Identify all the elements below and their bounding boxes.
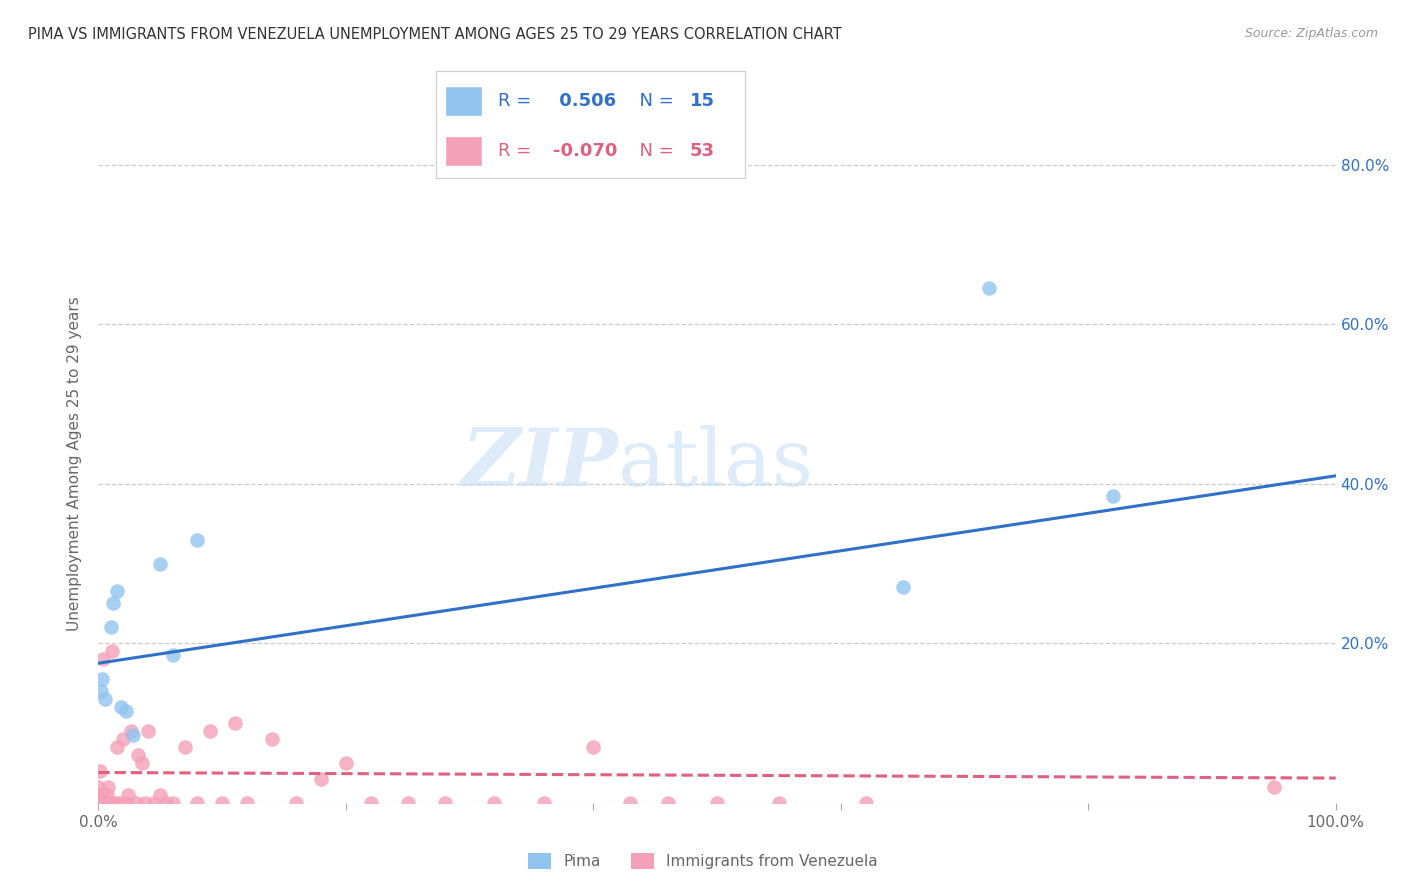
Point (484, 796, 506, 810)
Point (105, 584, 128, 599)
Legend: Pima, Immigrants from Venezuela: Pima, Immigrants from Venezuela (522, 847, 884, 875)
Bar (446, 87, 482, 116)
Point (91, 788, 114, 802)
Point (335, 756, 357, 770)
Text: N =: N = (627, 93, 679, 111)
Point (87, 780, 110, 794)
Point (117, 788, 139, 802)
Point (134, 796, 156, 810)
Point (211, 796, 233, 810)
Point (136, 724, 159, 739)
Point (706, 796, 728, 810)
Point (162, 796, 184, 810)
Point (309, 772, 332, 786)
Point (891, 581, 914, 595)
Text: 0.506: 0.506 (554, 93, 616, 111)
Text: atlas: atlas (619, 425, 813, 503)
Point (979, 281, 1001, 295)
Bar (446, 136, 482, 166)
Point (100, 620, 122, 634)
Point (768, 796, 790, 810)
Text: -0.070: -0.070 (554, 142, 617, 160)
Point (619, 796, 641, 810)
Point (96, 788, 118, 802)
Point (101, 644, 124, 658)
Point (533, 796, 555, 810)
Point (433, 796, 456, 810)
Point (360, 796, 382, 810)
Point (105, 739, 128, 754)
Point (582, 739, 605, 754)
Point (186, 533, 208, 547)
Point (87, 796, 110, 810)
Point (93, 652, 115, 666)
Point (87, 788, 110, 802)
Point (236, 796, 259, 810)
Text: ZIP: ZIP (461, 425, 619, 502)
Point (100, 796, 122, 810)
Point (285, 796, 308, 810)
Point (657, 796, 679, 810)
Point (1102, 489, 1125, 503)
Point (131, 756, 153, 770)
Point (124, 796, 146, 810)
Point (94, 796, 117, 810)
Text: 53: 53 (689, 142, 714, 160)
Point (143, 796, 166, 810)
Point (155, 796, 177, 810)
Text: R =: R = (498, 142, 537, 160)
Point (93, 796, 115, 810)
Point (224, 716, 246, 731)
Point (93, 692, 115, 706)
Point (198, 724, 221, 739)
Point (1263, 780, 1285, 794)
Point (855, 796, 877, 810)
Point (97, 780, 120, 794)
Point (114, 796, 136, 810)
Point (122, 728, 145, 742)
Point (89, 764, 111, 778)
Point (260, 731, 283, 746)
Text: PIMA VS IMMIGRANTS FROM VENEZUELA UNEMPLOYMENT AMONG AGES 25 TO 29 YEARS CORRELA: PIMA VS IMMIGRANTS FROM VENEZUELA UNEMPL… (28, 27, 842, 42)
Point (149, 788, 172, 802)
Point (89, 788, 111, 802)
Point (186, 796, 208, 810)
Text: 15: 15 (689, 93, 714, 111)
Point (110, 700, 132, 714)
Text: N =: N = (627, 142, 679, 160)
Point (127, 747, 149, 762)
Text: Source: ZipAtlas.com: Source: ZipAtlas.com (1244, 27, 1378, 40)
Y-axis label: Unemployment Among Ages 25 to 29 years: Unemployment Among Ages 25 to 29 years (67, 296, 83, 632)
Point (90, 684, 112, 698)
Point (103, 796, 125, 810)
Point (91, 796, 114, 810)
Point (108, 796, 131, 810)
Point (103, 596, 125, 610)
Point (162, 648, 184, 663)
Text: R =: R = (498, 93, 537, 111)
Point (114, 704, 136, 718)
Point (112, 731, 135, 746)
Point (149, 557, 172, 571)
Point (120, 724, 142, 739)
Point (91, 672, 114, 686)
Point (396, 796, 419, 810)
Point (89, 796, 111, 810)
Point (174, 739, 197, 754)
